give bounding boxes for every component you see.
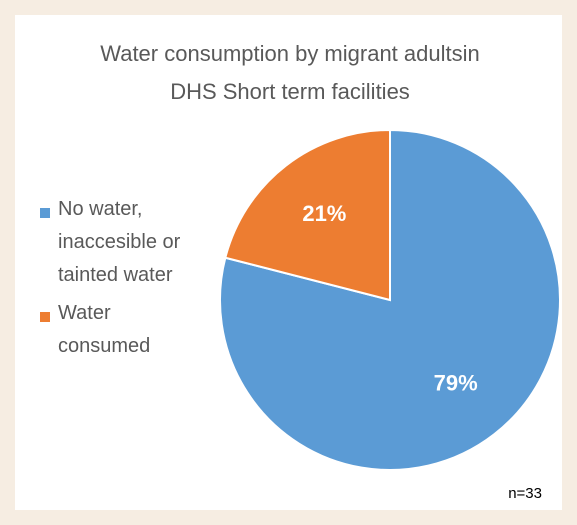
data-label: 79% bbox=[434, 370, 478, 395]
data-label: 21% bbox=[302, 201, 346, 226]
legend: No water, inaccesible or tainted water Wa… bbox=[40, 198, 210, 375]
annotation: n=33 bbox=[508, 485, 542, 502]
pie-chart: 79% 21% bbox=[219, 128, 561, 471]
chart-panel: 79% 21% Water consumption by migrant adul… bbox=[15, 15, 562, 510]
legend-label: Water consumed bbox=[58, 302, 151, 357]
legend-item: Water consumed bbox=[40, 302, 210, 363]
pie-slice bbox=[224, 128, 391, 302]
legend-swatch bbox=[40, 312, 50, 322]
legend-swatch bbox=[40, 208, 50, 218]
chart-title: Water consumption by migrant adultsin DH… bbox=[100, 41, 480, 104]
legend-label: No water, inaccesible or tainted water bbox=[58, 198, 181, 286]
legend-item: No water, inaccesible or tainted water bbox=[40, 198, 210, 292]
pie-slice bbox=[219, 128, 561, 471]
